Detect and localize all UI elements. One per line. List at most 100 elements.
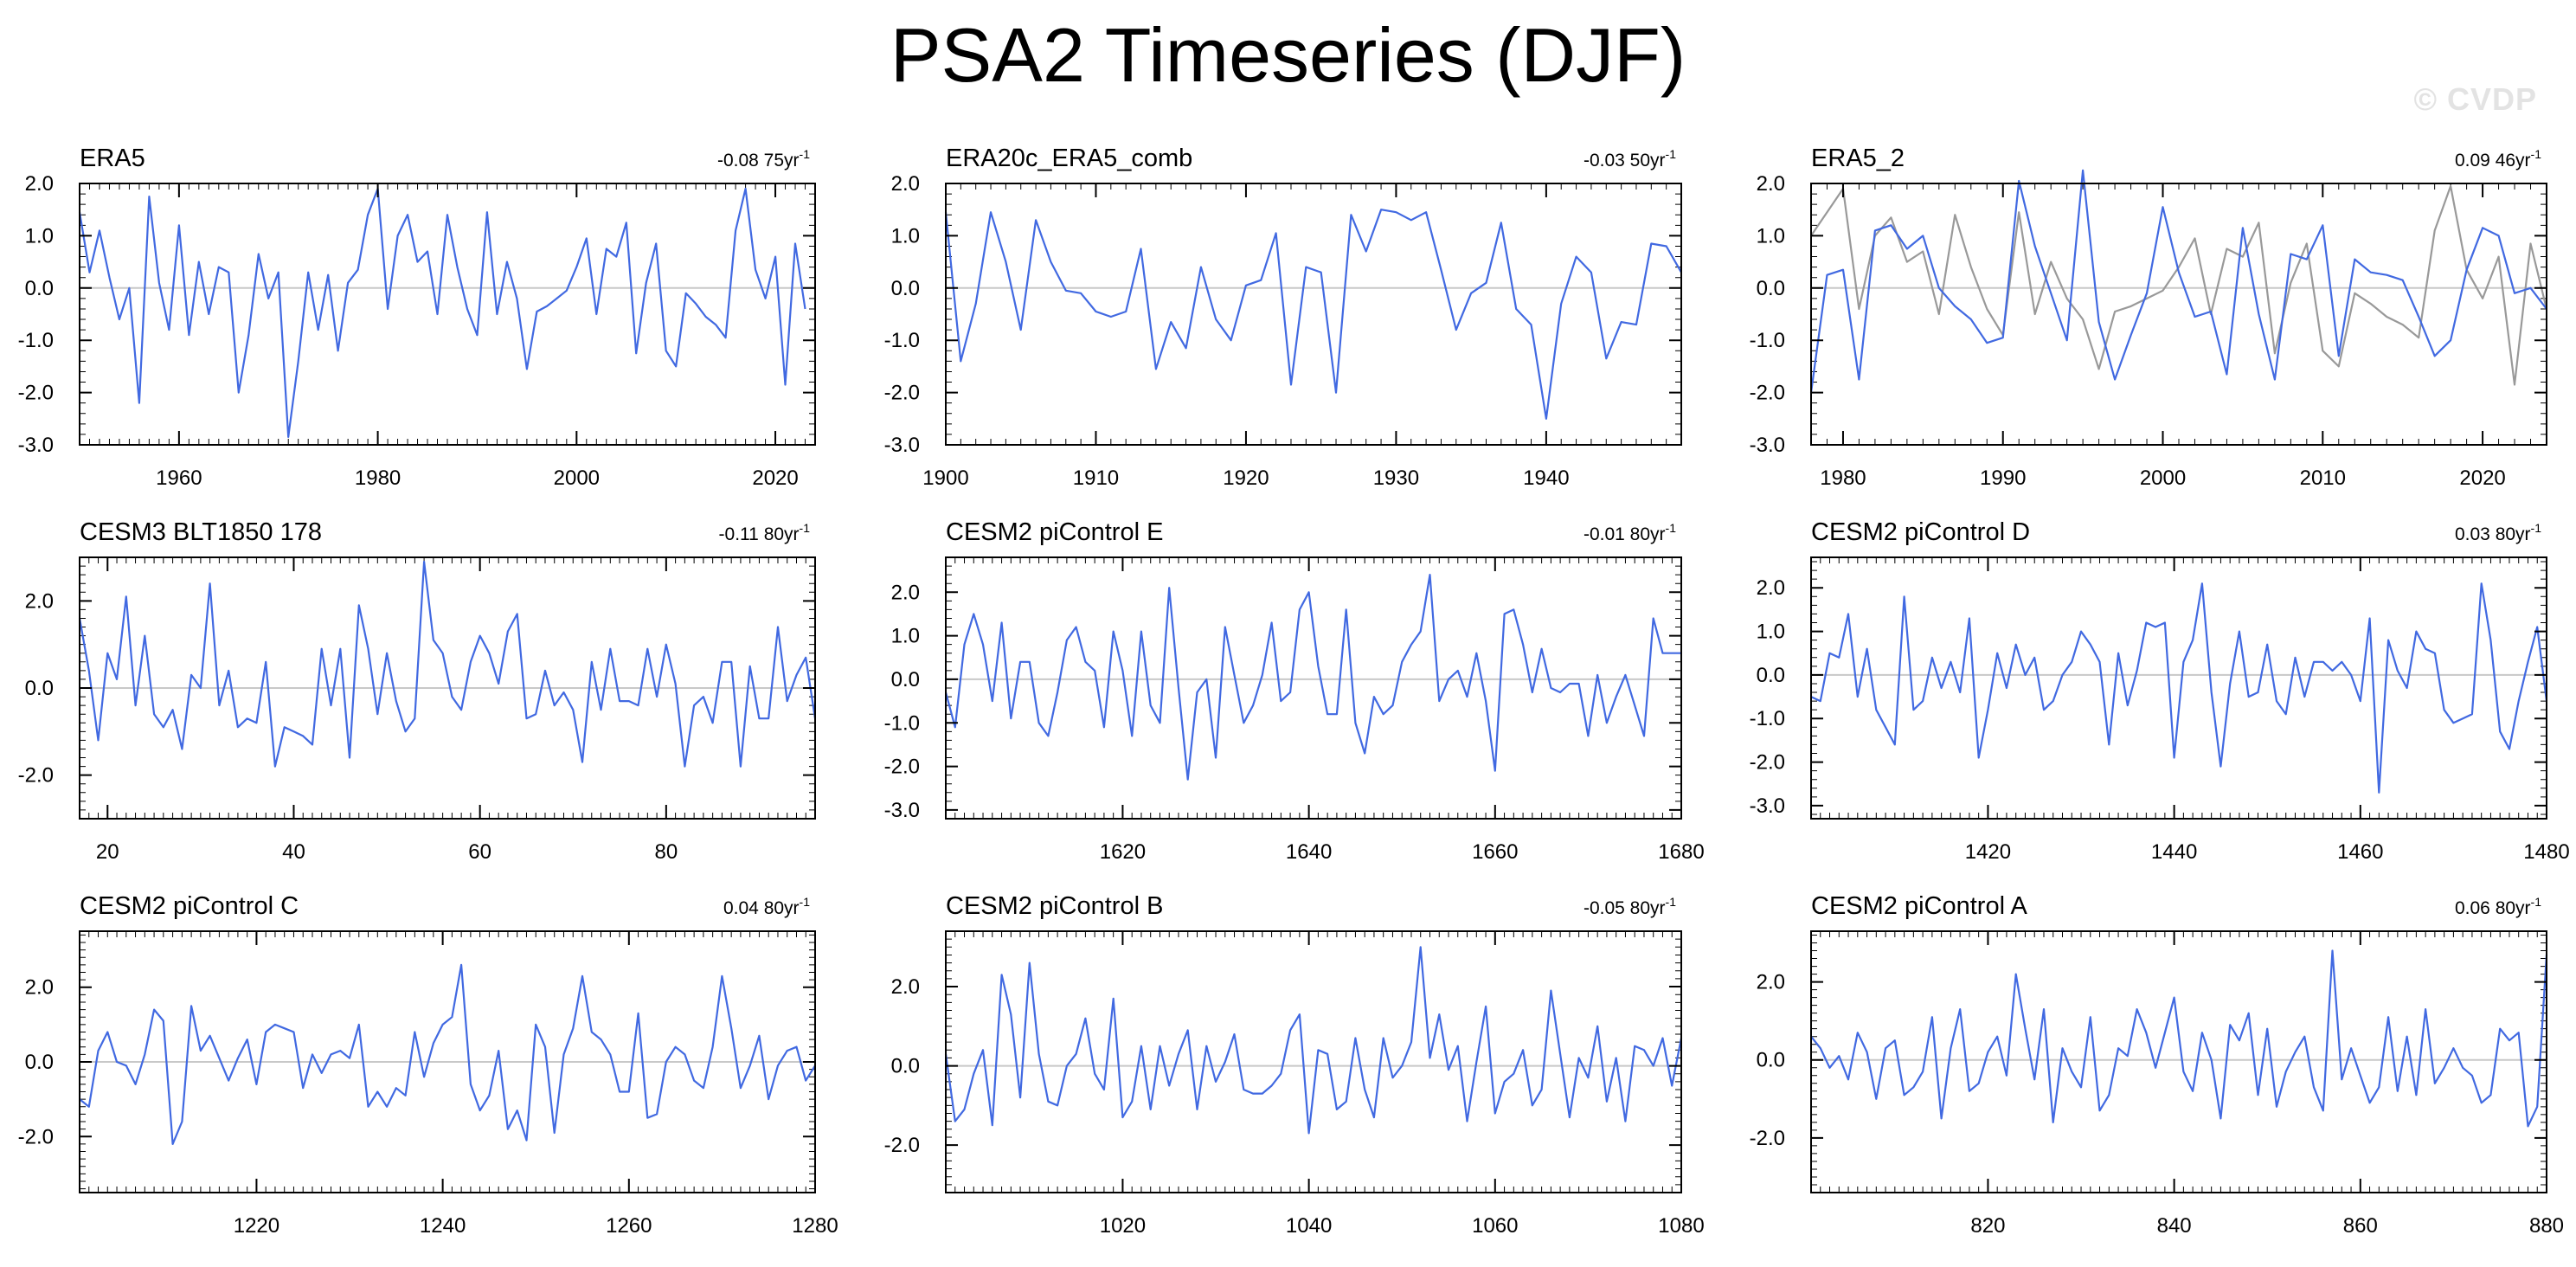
y-tick-label: -2.0 xyxy=(18,382,54,405)
chart-panel-2: -3.0 -2.0 -1.0 0.0 1.0 2.0 1900 1910 1920 1930 194… xyxy=(884,145,1682,490)
trend-label: -0.11 80yr-1 xyxy=(719,521,811,544)
x-tick-label: 860 xyxy=(2343,1214,2378,1238)
y-tick-label: -1.0 xyxy=(884,711,920,735)
chart-title: CESM2 piControl B xyxy=(946,892,1163,920)
chart-panel-6: -3.0 -2.0 -1.0 0.0 1.0 2.0 1420 1440 1460 1480 CES… xyxy=(1750,518,2570,864)
chart-title: CESM2 piControl A xyxy=(1811,892,2027,920)
minor-ticks xyxy=(1810,183,2547,446)
y-tick-label: -1.0 xyxy=(18,329,54,352)
x-tick-label: 1480 xyxy=(2523,840,2569,864)
y-tick-label: 1.0 xyxy=(25,224,54,248)
x-tick-label: 1240 xyxy=(420,1214,466,1238)
x-tick-label: 1930 xyxy=(1373,466,1419,490)
y-tick-label: 1.0 xyxy=(891,224,920,248)
chart-panel-7: -2.0 0.0 2.0 1220 1240 1260 1280 CESM2 piContro… xyxy=(18,892,838,1238)
watermark: © CVDP xyxy=(2413,81,2537,117)
x-tick-label: 1280 xyxy=(792,1214,838,1238)
y-tick-label: 0.0 xyxy=(891,1055,920,1078)
series-line-cesm3-blt1850-178 xyxy=(78,560,817,768)
series-line-era5 xyxy=(78,187,806,438)
chart-panel-3: -3.0 -2.0 -1.0 0.0 1.0 2.0 1980 1990 2000 2010 202… xyxy=(1750,145,2548,490)
plot-frame xyxy=(945,930,1682,1193)
series-line-cesm2-picontrol-b xyxy=(944,946,1683,1135)
x-tick-label: 1060 xyxy=(1472,1214,1518,1238)
series-line-era5 xyxy=(1810,184,2548,386)
series-line-cesm2-picontrol-c xyxy=(79,963,816,1146)
y-tick-label: -2.0 xyxy=(1750,382,1785,405)
x-tick-label: 20 xyxy=(96,840,119,864)
x-tick-label: 1980 xyxy=(1820,466,1866,490)
x-tick-label: 840 xyxy=(2157,1214,2192,1238)
chart-title: CESM3 BLT1850 178 xyxy=(80,518,322,546)
x-tick-label: 1260 xyxy=(606,1214,652,1238)
x-tick-label: 1910 xyxy=(1073,466,1119,490)
y-tick-label: -1.0 xyxy=(1750,707,1785,730)
chart-title: ERA20c_ERA5_comb xyxy=(946,145,1192,172)
trend-label: -0.05 80yr-1 xyxy=(1584,895,1676,918)
plot-frame xyxy=(1810,556,2547,820)
y-tick-label: 0.0 xyxy=(25,277,54,300)
y-tick-label: -2.0 xyxy=(1750,751,1785,775)
x-tick-label: 1920 xyxy=(1223,466,1269,490)
minor-ticks xyxy=(1810,557,2547,819)
series-line-cesm2-picontrol-d xyxy=(1810,582,2548,794)
y-tick-label: 0.0 xyxy=(25,1051,54,1074)
x-tick-label: 820 xyxy=(1970,1214,2005,1238)
y-tick-label: -3.0 xyxy=(1750,434,1785,457)
y-tick-label: 2.0 xyxy=(891,581,920,604)
x-tick-label: 1440 xyxy=(2151,840,2197,864)
x-tick-label: 40 xyxy=(282,840,305,864)
y-tick-label: 2.0 xyxy=(891,172,920,196)
y-tick-label: -2.0 xyxy=(18,1125,54,1148)
y-tick-label: 1.0 xyxy=(1757,621,1785,644)
y-tick-label: -3.0 xyxy=(884,434,920,457)
minor-ticks xyxy=(945,556,1682,820)
x-tick-label: 880 xyxy=(2529,1214,2564,1238)
chart-panel-5: -3.0 -2.0 -1.0 0.0 1.0 2.0 1620 1640 1660 1680 CES… xyxy=(884,518,1705,864)
minor-ticks xyxy=(945,183,1682,446)
y-tick-label: -2.0 xyxy=(884,1134,920,1157)
y-tick-label: 2.0 xyxy=(1757,576,1785,600)
chart-panel-9: -2.0 0.0 2.0 820 840 860 880 CESM2 piControl A 0… xyxy=(1750,892,2564,1238)
y-tick-label: 1.0 xyxy=(891,625,920,648)
y-tick-label: 2.0 xyxy=(25,976,54,1000)
x-tick-label: 1460 xyxy=(2337,840,2383,864)
y-tick-label: -2.0 xyxy=(18,764,54,788)
trend-label: -0.01 80yr-1 xyxy=(1584,521,1676,544)
x-tick-label: 1080 xyxy=(1658,1214,1704,1238)
x-tick-label: 2010 xyxy=(2300,466,2346,490)
x-tick-label: 1420 xyxy=(1965,840,2011,864)
chart-panel-8: -2.0 0.0 2.0 1020 1040 1060 1080 CESM2 piContro… xyxy=(884,892,1705,1238)
x-tick-label: 1020 xyxy=(1100,1214,1146,1238)
x-tick-label: 1680 xyxy=(1658,840,1704,864)
plot-frame xyxy=(945,556,1682,820)
y-tick-label: 2.0 xyxy=(1757,172,1785,196)
chart-title: ERA5 xyxy=(80,145,145,172)
plot-frame xyxy=(945,183,1682,446)
plot-frame xyxy=(1810,183,2547,446)
y-tick-label: 2.0 xyxy=(891,975,920,999)
x-tick-label: 1960 xyxy=(156,466,202,490)
trend-label: 0.03 80yr-1 xyxy=(2455,521,2541,544)
y-tick-label: 2.0 xyxy=(25,589,54,613)
x-tick-label: 2000 xyxy=(2140,466,2186,490)
chart-title: CESM2 piControl D xyxy=(1811,518,2030,546)
x-tick-label: 1040 xyxy=(1286,1214,1332,1238)
x-tick-label: 1940 xyxy=(1523,466,1569,490)
trend-label: -0.08 75yr-1 xyxy=(717,147,810,170)
y-tick-label: 0.0 xyxy=(891,668,920,691)
x-tick-label: 1990 xyxy=(1980,466,2026,490)
trend-label: 0.04 80yr-1 xyxy=(723,895,810,918)
x-tick-label: 2000 xyxy=(554,466,600,490)
y-tick-label: -3.0 xyxy=(884,799,920,822)
y-tick-label: -2.0 xyxy=(1750,1127,1785,1150)
x-tick-label: 2020 xyxy=(752,466,798,490)
y-tick-label: -2.0 xyxy=(884,382,920,405)
plot-frame xyxy=(1810,930,2547,1193)
y-tick-label: 1.0 xyxy=(1757,224,1785,248)
x-tick-label: 1640 xyxy=(1286,840,1332,864)
x-tick-label: 1980 xyxy=(355,466,401,490)
x-tick-label: 1220 xyxy=(234,1214,279,1238)
y-tick-label: -3.0 xyxy=(18,434,54,457)
